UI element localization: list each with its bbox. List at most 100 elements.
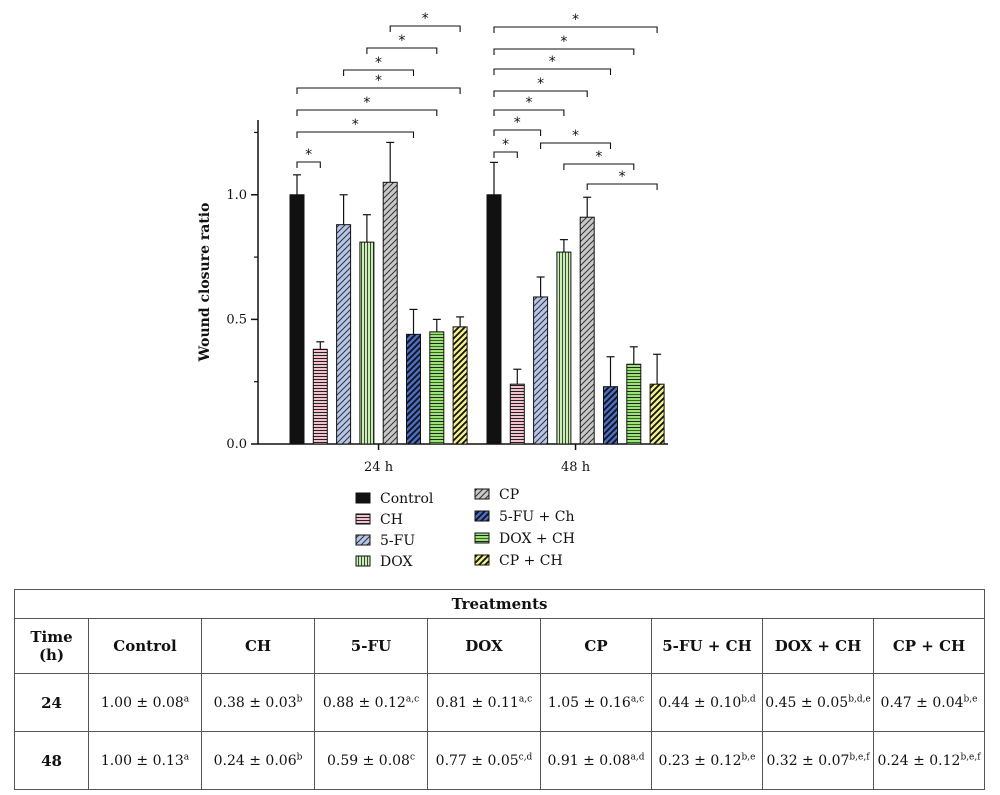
bar	[312, 348, 328, 445]
cell-value: 0.24 ± 0.12	[877, 752, 961, 769]
significance-mark: *	[352, 117, 359, 133]
bar	[382, 181, 398, 445]
y-tick-label: 0.5	[226, 312, 247, 327]
cell-superscript: b	[296, 751, 303, 762]
x-tick-label: 24 h	[364, 460, 394, 475]
table-cell: 0.23 ± 0.12b,e	[651, 731, 763, 790]
bar	[509, 383, 525, 445]
cell-superscript: b,e,f	[849, 751, 870, 762]
cell-value: 0.32 ± 0.07	[766, 752, 850, 769]
column-header: CP + CH	[872, 618, 986, 674]
table-row: 48 1.00 ± 0.13a 0.24 ± 0.06b 0.59 ± 0.08c 0.…	[14, 731, 986, 790]
cell-value: 1.00 ± 0.13	[100, 752, 184, 769]
significance-bracket	[366, 47, 438, 54]
cell-superscript: a,d	[630, 751, 645, 762]
table-cell: 0.81 ± 0.11a,c	[427, 673, 541, 732]
significance-bracket	[296, 109, 438, 116]
bar	[406, 333, 421, 445]
significance-mark: *	[537, 76, 544, 92]
bar	[649, 383, 665, 445]
bar	[533, 296, 549, 445]
table-cell: 0.24 ± 0.12b,e,f	[872, 731, 986, 790]
legend-swatch	[474, 488, 490, 500]
cell-value: 0.77 ± 0.05	[435, 752, 519, 769]
cell-value: 0.45 ± 0.05	[765, 694, 849, 711]
legend-swatch	[355, 555, 371, 567]
table-cell: 0.24 ± 0.06b	[201, 731, 315, 790]
table-caption: Treatments	[13, 589, 986, 619]
significance-mark: *	[502, 137, 509, 153]
significance-bracket	[296, 161, 321, 168]
legend-label: 5-FU + Ch	[499, 509, 575, 525]
cell-superscript: c	[409, 751, 416, 762]
significance-bracket	[493, 90, 588, 97]
x-tick-label: 48 h	[561, 460, 591, 475]
bar	[336, 224, 352, 445]
significance-bracket	[296, 87, 461, 94]
cell-superscript: b,e,f	[960, 751, 981, 762]
legend-swatch	[474, 532, 490, 544]
column-header: Control	[88, 618, 202, 674]
significance-bracket	[343, 69, 415, 76]
table-row: 24 1.00 ± 0.08a 0.38 ± 0.03b 0.88 ± 0.12a,c…	[14, 673, 986, 732]
legend-swatch	[474, 510, 490, 522]
cell-superscript: b,e	[963, 693, 978, 704]
y-axis-title: Wound closure ratio	[197, 203, 213, 363]
table-cell: 1.05 ± 0.16a,c	[540, 673, 652, 732]
cell-value: 0.81 ± 0.11	[435, 694, 519, 711]
table-body: 24 1.00 ± 0.08a 0.38 ± 0.03b 0.88 ± 0.12a,c…	[14, 673, 986, 790]
bar	[603, 386, 618, 445]
bar	[556, 251, 572, 445]
significance-bracket	[493, 48, 635, 55]
table-cell: 0.91 ± 0.08a,d	[540, 731, 652, 790]
table-cell: 0.77 ± 0.05c,d	[427, 731, 541, 790]
table-cell: 1.00 ± 0.13a	[88, 731, 202, 790]
significance-mark: *	[514, 115, 521, 131]
significance-bracket	[586, 183, 658, 190]
time-cell: 24	[14, 673, 89, 732]
time-cell: 48	[14, 731, 89, 790]
legend-swatch	[474, 554, 490, 566]
cell-value: 0.44 ± 0.10	[658, 694, 742, 711]
significance-mark: *	[305, 147, 312, 163]
significance-mark: *	[595, 149, 602, 165]
legend-swatch	[355, 513, 371, 525]
cell-value: 0.59 ± 0.08	[326, 752, 410, 769]
significance-mark: *	[560, 34, 567, 50]
significance-mark: *	[375, 73, 382, 89]
significance-mark: *	[572, 12, 579, 28]
legend-label: Control	[380, 491, 434, 507]
significance-bracket	[563, 163, 635, 170]
table-header-row: Time (h) Control CH 5-FU DOX CP 5-FU + CH DOX …	[14, 618, 986, 674]
significance-mark: *	[363, 95, 370, 111]
legend-label: 5-FU	[380, 533, 415, 549]
y-tick-label: 0.0	[226, 437, 247, 452]
table-cell: 1.00 ± 0.08a	[88, 673, 202, 732]
table-cell: 0.47 ± 0.04b,e	[872, 673, 986, 732]
results-table: Treatments Time (h) Control CH 5-FU DOX CP 5-…	[13, 589, 986, 790]
cell-superscript: c,d	[518, 751, 533, 762]
significance-mark: *	[375, 55, 382, 71]
significance-bracket	[389, 25, 461, 32]
column-header: 5-FU	[314, 618, 428, 674]
significance-mark: *	[398, 33, 405, 49]
legend-swatch	[355, 534, 371, 546]
table-cell: 0.38 ± 0.03b	[201, 673, 315, 732]
bar	[289, 194, 305, 445]
cell-superscript: b,e	[741, 751, 756, 762]
table-cell: 0.44 ± 0.10b,d	[651, 673, 763, 732]
significance-mark: *	[572, 128, 579, 144]
significance-mark: *	[422, 11, 429, 27]
cell-value: 1.00 ± 0.08	[100, 694, 184, 711]
significance-bracket	[493, 129, 542, 136]
significance-mark: *	[525, 95, 532, 111]
time-header: Time (h)	[14, 618, 89, 674]
column-header: 5-FU + CH	[651, 618, 763, 674]
column-header: DOX	[427, 618, 541, 674]
column-header: CH	[201, 618, 315, 674]
bar	[626, 363, 642, 445]
table-cell: 0.59 ± 0.08c	[314, 731, 428, 790]
column-header: DOX + CH	[762, 618, 874, 674]
cell-value: 0.91 ± 0.08	[547, 752, 631, 769]
